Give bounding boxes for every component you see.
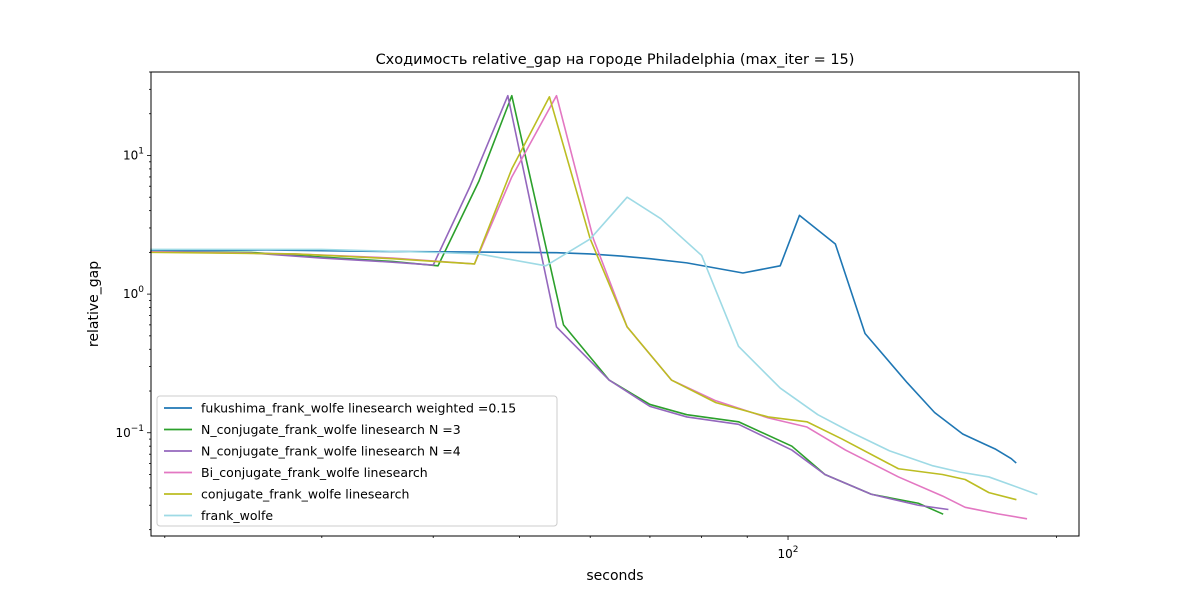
legend-label-1: fukushima_frank_wolfe linesearch weighte…	[201, 401, 516, 416]
series-line-3	[150, 94, 949, 511]
x-axis-ticks: 102	[164, 536, 1057, 561]
y-axis-ticks: 10−1 100 101	[115, 71, 151, 531]
series-line-5	[150, 95, 1017, 501]
plot-area: 102 10−1 100 101	[115, 71, 1080, 561]
series-line-6	[150, 196, 1038, 496]
legend-label-6: frank_wolfe	[201, 508, 273, 523]
y-tick-label: 101	[123, 146, 144, 162]
y-tick-label: 100	[123, 285, 144, 301]
x-axis-label: seconds	[586, 568, 643, 584]
chart-title: Сходимость relative_gap на городе Philad…	[376, 52, 855, 68]
legend-label-5: conjugate_frank_wolfe linesearch	[201, 487, 409, 502]
legend-box	[156, 395, 558, 527]
legend-label-4: Bi_conjugate_frank_wolfe linesearch	[201, 465, 428, 480]
y-tick-label: 10−1	[115, 424, 144, 440]
legend-label-2: N_conjugate_frank_wolfe linesearch N =3	[201, 422, 461, 437]
legend-items: fukushima_frank_wolfe linesearch weighte…	[164, 401, 516, 523]
series-line-1	[150, 214, 1017, 464]
axes-frame	[150, 71, 1080, 537]
series-layer	[150, 94, 1038, 520]
y-axis-label: relative_gap	[86, 261, 102, 347]
x-tick-label: 102	[778, 545, 799, 561]
legend-label-3: N_conjugate_frank_wolfe linesearch N =4	[201, 444, 461, 459]
legend: fukushima_frank_wolfe linesearch weighte…	[156, 395, 558, 527]
